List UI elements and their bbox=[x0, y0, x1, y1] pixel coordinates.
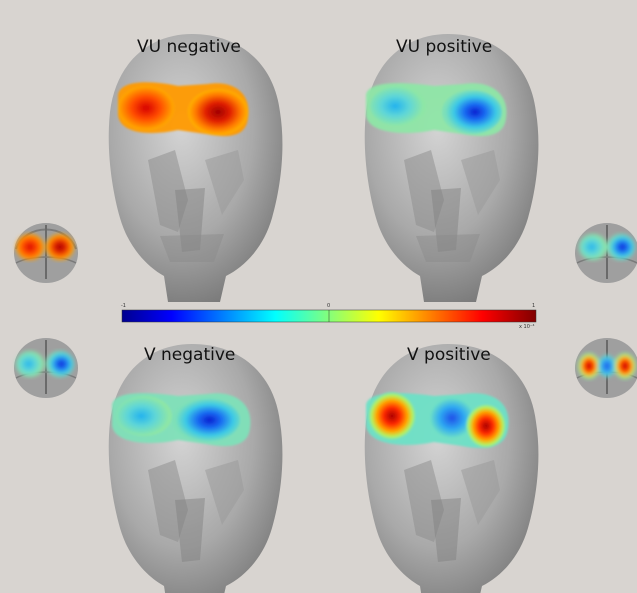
colorbar-max-label: 1 bbox=[532, 303, 536, 309]
panel-title-v-negative: V negative bbox=[144, 345, 236, 365]
colorbar bbox=[121, 309, 537, 323]
activation-map bbox=[366, 392, 509, 449]
brain-thumbnail-bottom-right bbox=[575, 338, 637, 398]
colorbar-mid-label: 0 bbox=[327, 303, 331, 309]
colorbar-scale-label: x 10⁻⁴ bbox=[519, 324, 535, 330]
panel-title-vu-positive: VU positive bbox=[396, 37, 493, 57]
head-panel-vu-positive bbox=[364, 34, 539, 302]
activation-map bbox=[112, 393, 251, 447]
brain-thumbnail-top-left bbox=[14, 223, 78, 283]
panel-title-v-positive: V positive bbox=[407, 345, 491, 365]
head-panel-vu-negative bbox=[108, 34, 283, 302]
head-panel-v-positive bbox=[364, 344, 539, 593]
colorbar-min-label: -1 bbox=[121, 303, 126, 309]
brain-thumbnail-bottom-left bbox=[14, 338, 78, 398]
brain-thumbnail-top-right bbox=[575, 223, 637, 283]
head-panel-v-negative bbox=[108, 344, 283, 593]
panel-title-vu-negative: VU negative bbox=[137, 37, 241, 57]
activation-map bbox=[366, 83, 507, 137]
activation-map bbox=[118, 82, 249, 137]
